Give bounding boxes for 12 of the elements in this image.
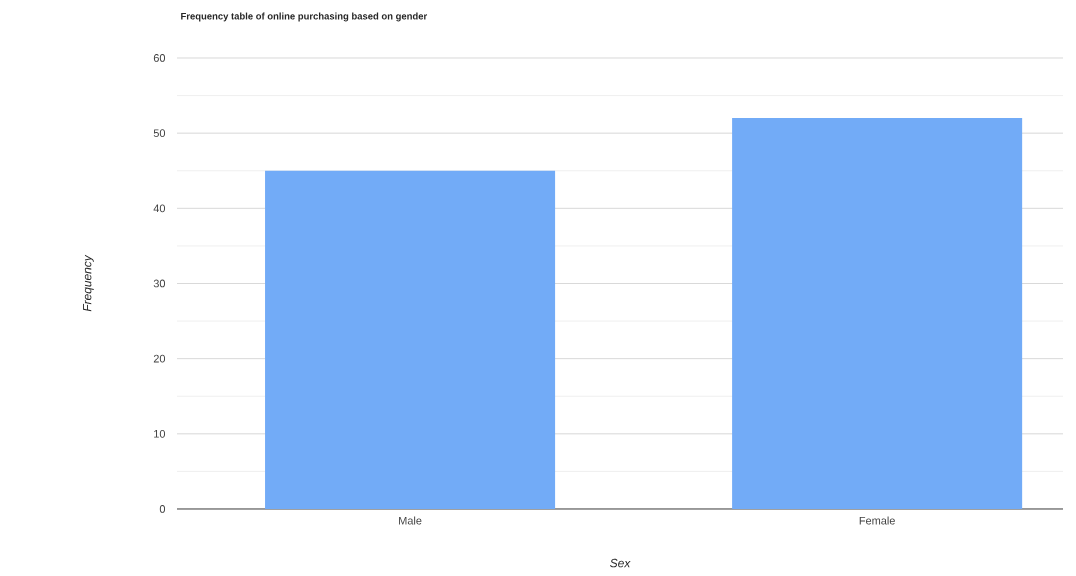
y-tick-label: 60 bbox=[153, 54, 166, 62]
y-tick-label: 20 bbox=[153, 354, 166, 363]
chart-title: Frequency table of online purchasing based on gender bbox=[181, 12, 428, 22]
y-tick-label: 0 bbox=[159, 505, 166, 513]
y-axis-title: Frequency bbox=[83, 254, 94, 312]
y-tick-label: 50 bbox=[153, 129, 166, 138]
x-tick-label: Female bbox=[859, 516, 895, 525]
y-tick-label: 10 bbox=[154, 429, 166, 438]
y-tick-label: 40 bbox=[153, 204, 166, 213]
y-tick-label: 30 bbox=[153, 279, 166, 288]
x-tick-label: Male bbox=[399, 516, 422, 525]
x-axis-title: Sex bbox=[610, 558, 631, 568]
